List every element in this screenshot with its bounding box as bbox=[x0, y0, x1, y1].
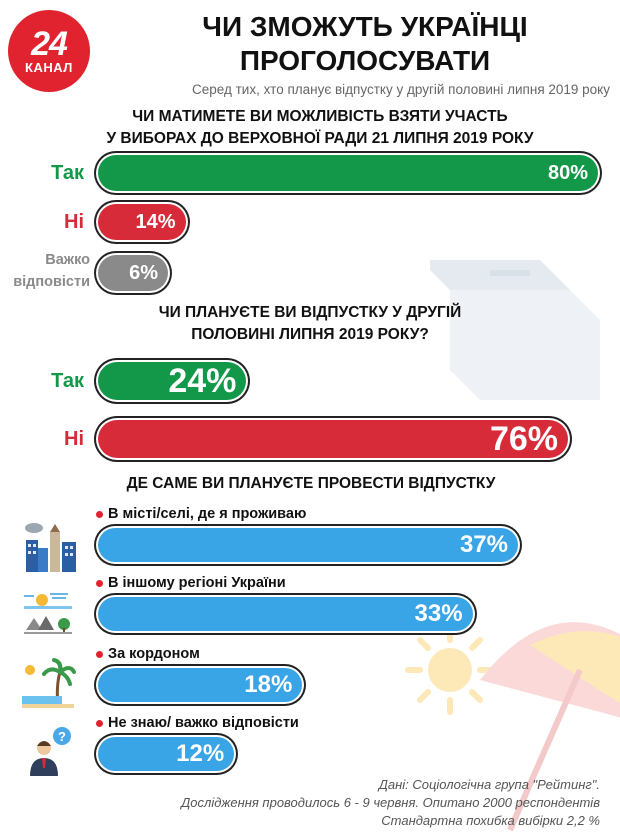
q3-bar-2: 18% bbox=[98, 668, 303, 702]
question-1-title: ЧИ МАТИМЕТЕ ВИ МОЖЛИВІСТЬ ВЗЯТИ УЧАСТЬ У… bbox=[60, 106, 580, 150]
svg-text:?: ? bbox=[58, 729, 66, 744]
q1-bar-0-value-label: 80% bbox=[547, 161, 588, 184]
ballot-box-decoration bbox=[430, 260, 600, 400]
q3-category-2-text: За кордоном bbox=[108, 646, 200, 662]
bullet-dot bbox=[96, 719, 103, 727]
q3-category-3: Не знаю/ важко відповісти bbox=[96, 715, 299, 731]
bullet-dot bbox=[96, 579, 103, 587]
q3-bar-0-value-label: 37% bbox=[459, 531, 508, 558]
logo-word: КАНАЛ bbox=[25, 59, 73, 75]
q1-bar-0: 80% bbox=[98, 155, 598, 191]
q1-bar-1: 14% bbox=[98, 204, 186, 240]
logo-number: 24 bbox=[31, 24, 68, 63]
q3-category-0: В місті/селі, де я проживаю bbox=[96, 506, 306, 522]
title-line-1: ЧИ ЗМОЖУТЬ УКРАЇНЦІ bbox=[202, 11, 528, 42]
question-1-line-2: У ВИБОРАХ ДО ВЕРХОВНОЇ РАДИ 21 ЛИПНЯ 201… bbox=[106, 130, 534, 147]
q1-category-0: Так bbox=[51, 162, 84, 184]
q3-bar-1-value-label: 33% bbox=[414, 600, 463, 627]
page-title: ЧИ ЗМОЖУТЬ УКРАЇНЦІ ПРОГОЛОСУВАТИ bbox=[150, 10, 580, 78]
footer-source: Дані: Соціологічна група "Рейтинг". bbox=[378, 777, 600, 792]
q1-bar-1-value-label: 14% bbox=[135, 210, 176, 233]
question-2-title: ЧИ ПЛАНУЄТЕ ВИ ВІДПУСТКУ У ДРУГІЙ ПОЛОВИ… bbox=[110, 302, 510, 346]
beach-palm-icon bbox=[22, 658, 76, 708]
question-1-line-1: ЧИ МАТИМЕТЕ ВИ МОЖЛИВІСТЬ ВЗЯТИ УЧАСТЬ bbox=[132, 108, 508, 125]
question-2-line-1: ЧИ ПЛАНУЄТЕ ВИ ВІДПУСТКУ У ДРУГІЙ bbox=[158, 304, 462, 321]
title-line-2: ПРОГОЛОСУВАТИ bbox=[239, 45, 491, 76]
q2-bar-0: 24% bbox=[98, 361, 247, 400]
q3-category-2: За кордоном bbox=[96, 646, 200, 662]
footer-survey-info: Дослідження проводилось 6 - 9 червня. Оп… bbox=[181, 795, 600, 810]
bullet-dot bbox=[96, 510, 103, 518]
q3-bar-2-value-label: 18% bbox=[244, 671, 293, 698]
q1-bar-2: 6% bbox=[98, 255, 168, 291]
q3-category-1: В іншому регіоні України bbox=[96, 575, 286, 591]
bullet-dot bbox=[96, 650, 103, 658]
question-2-line-2: ПОЛОВИНІ ЛИПНЯ 2019 РОКУ? bbox=[191, 326, 429, 343]
subtitle: Серед тих, хто планує відпустку у другій… bbox=[192, 82, 610, 97]
q2-bar-0-value-label: 24% bbox=[168, 361, 237, 400]
q2-category-0: Так bbox=[51, 370, 84, 392]
beach-umbrella-decoration bbox=[480, 622, 620, 832]
q2-bar-1: 76% bbox=[98, 420, 568, 458]
travel-landscape-icon bbox=[24, 593, 72, 634]
q3-bar-0: 37% bbox=[98, 528, 518, 562]
q1-category-2-line-2: відповісти bbox=[13, 274, 90, 290]
q2-category-1: Ні bbox=[64, 428, 84, 450]
q1-category-2: Важко відповісти bbox=[0, 249, 90, 293]
city-icon bbox=[25, 523, 76, 572]
footer-margin-of-error: Стандартна похибка вибірки 2,2 % bbox=[381, 813, 600, 828]
confused-person-icon: ? bbox=[30, 727, 71, 776]
channel-logo: 24 КАНАЛ bbox=[8, 10, 90, 92]
q3-category-1-text: В іншому регіоні України bbox=[108, 575, 286, 591]
q3-category-3-text: Не знаю/ важко відповісти bbox=[108, 715, 299, 731]
q1-category-2-line-1: Важко bbox=[45, 252, 90, 268]
q3-bar-1: 33% bbox=[98, 597, 473, 631]
q3-bar-3-value-label: 12% bbox=[176, 740, 225, 767]
q3-category-0-text: В місті/селі, де я проживаю bbox=[108, 506, 307, 522]
q1-bar-2-value-label: 6% bbox=[129, 261, 158, 284]
q2-bar-1-value-label: 76% bbox=[489, 419, 558, 458]
question-3-title: ДЕ САМЕ ВИ ПЛАНУЄТЕ ПРОВЕСТИ ВІДПУСТКУ bbox=[126, 475, 496, 492]
q3-bar-3: 12% bbox=[98, 737, 235, 771]
q1-category-1: Ні bbox=[64, 211, 84, 233]
